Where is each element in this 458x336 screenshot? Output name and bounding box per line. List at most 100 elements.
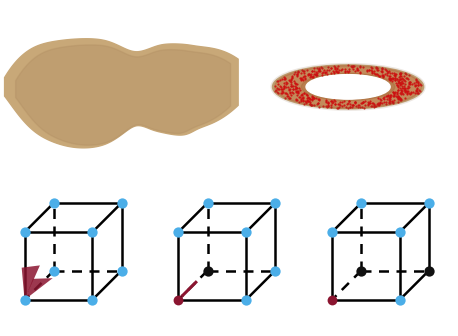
Point [288, 74, 295, 80]
Point [395, 95, 402, 100]
Point [293, 97, 300, 103]
Point [301, 98, 309, 103]
Point [368, 68, 375, 73]
Point [342, 69, 349, 74]
Point [288, 76, 295, 81]
Point [387, 96, 394, 101]
Point [306, 99, 313, 104]
Point [407, 79, 414, 84]
Point [386, 98, 393, 103]
Point [366, 98, 373, 103]
Point [292, 83, 299, 89]
Point [414, 79, 421, 85]
Point [413, 78, 420, 84]
Point [276, 78, 284, 83]
Point [399, 92, 406, 97]
Point [315, 65, 322, 71]
Point [277, 84, 284, 89]
Point [361, 98, 369, 104]
Point [358, 200, 365, 206]
Point [397, 77, 404, 82]
Point [313, 66, 320, 71]
Point [284, 93, 292, 98]
Point [281, 76, 288, 81]
Point [306, 102, 313, 107]
Point [308, 74, 316, 79]
Point [286, 95, 293, 100]
Point [293, 73, 300, 78]
Point [398, 92, 405, 97]
Point [282, 76, 289, 81]
Point [305, 71, 313, 77]
Point [274, 79, 281, 84]
Point [347, 105, 354, 110]
Point [391, 77, 398, 82]
Point [397, 80, 404, 85]
Point [379, 72, 386, 77]
Point [396, 75, 403, 80]
Point [392, 71, 399, 77]
Point [386, 92, 393, 97]
Point [272, 268, 279, 273]
Point [367, 65, 374, 70]
Point [376, 100, 384, 105]
Point [395, 84, 402, 89]
Point [118, 200, 125, 206]
Point [315, 100, 322, 106]
Point [329, 68, 337, 73]
Point [328, 98, 336, 103]
Point [395, 97, 402, 102]
Point [306, 99, 313, 105]
Point [353, 66, 360, 71]
Point [366, 100, 373, 106]
Point [293, 85, 300, 91]
Ellipse shape [308, 75, 388, 99]
Point [389, 78, 396, 83]
Point [417, 89, 424, 94]
Point [376, 97, 384, 102]
Point [387, 75, 394, 80]
Point [277, 86, 284, 91]
Point [327, 65, 334, 71]
Point [393, 77, 400, 82]
Point [300, 68, 307, 74]
Point [310, 94, 317, 99]
Point [278, 87, 286, 92]
Point [242, 229, 250, 235]
Point [284, 84, 292, 90]
Point [297, 97, 305, 102]
Point [403, 85, 411, 90]
Point [402, 86, 409, 91]
Point [294, 89, 301, 95]
Point [310, 74, 317, 80]
Point [388, 71, 396, 76]
Point [311, 95, 318, 100]
Point [337, 99, 344, 104]
Point [310, 95, 317, 101]
Point [300, 90, 308, 95]
Point [283, 79, 290, 84]
Point [309, 94, 316, 99]
Point [306, 73, 313, 78]
Point [392, 73, 399, 79]
Point [386, 100, 393, 106]
Point [280, 75, 287, 80]
Point [304, 94, 311, 99]
Point [376, 101, 383, 107]
Point [387, 70, 394, 75]
Point [279, 89, 287, 94]
Point [358, 100, 365, 105]
Point [336, 67, 343, 73]
Point [341, 66, 349, 72]
Point [350, 64, 357, 69]
Point [411, 90, 419, 95]
Point [414, 80, 421, 86]
Point [327, 65, 335, 71]
Point [305, 73, 312, 78]
Point [390, 93, 397, 98]
Point [204, 268, 211, 273]
Point [304, 71, 311, 76]
Ellipse shape [301, 73, 395, 100]
Point [415, 87, 422, 93]
Point [397, 70, 404, 76]
